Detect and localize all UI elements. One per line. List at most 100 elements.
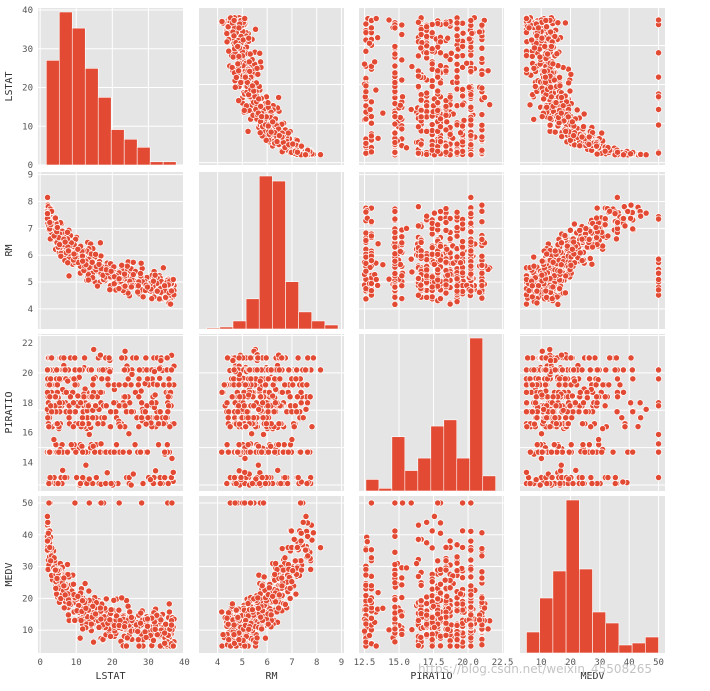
scatter-point xyxy=(67,441,75,449)
scatter-point xyxy=(224,414,232,422)
scatter-point xyxy=(241,381,249,389)
scatter-point xyxy=(523,300,530,308)
scatter-point xyxy=(557,461,565,469)
scatter-point xyxy=(161,474,169,481)
histogram-bar xyxy=(469,337,484,492)
scatter-point xyxy=(137,387,145,395)
scatter-point xyxy=(541,43,549,50)
scatter-point xyxy=(478,21,486,29)
scatter-point xyxy=(94,282,101,290)
scatter-point xyxy=(44,193,52,201)
scatter-point xyxy=(442,102,450,110)
scatter-point xyxy=(153,414,161,422)
scatter-point xyxy=(391,113,399,121)
scatter-point xyxy=(168,621,175,629)
scatter-point xyxy=(430,260,438,268)
scatter-point xyxy=(137,259,145,267)
scatter-point xyxy=(151,271,159,279)
scatter-point xyxy=(428,60,436,68)
scatter-point xyxy=(95,623,103,631)
scatter-point xyxy=(123,262,131,270)
scatter-point xyxy=(288,436,296,443)
scatter-point xyxy=(223,38,231,46)
scatter-point xyxy=(169,276,177,283)
scatter-point xyxy=(304,448,312,456)
scatter-point xyxy=(234,60,242,68)
scatter-point xyxy=(106,368,114,376)
scatter-point xyxy=(128,370,136,378)
panel-lstat-piratio xyxy=(38,334,183,491)
scatter-point xyxy=(257,102,265,110)
scatter-point xyxy=(262,136,270,144)
scatter-point xyxy=(367,148,375,156)
scatter-point xyxy=(243,408,251,416)
scatter-point xyxy=(467,219,475,227)
scatter-point xyxy=(78,442,86,450)
scatter-point xyxy=(611,480,619,487)
scatter-point xyxy=(567,70,575,78)
scatter-point xyxy=(551,247,559,255)
scatter-point xyxy=(44,210,51,218)
scatter-point xyxy=(442,20,450,28)
scatter-point xyxy=(578,133,586,141)
scatter-point xyxy=(142,633,150,641)
scatter-point xyxy=(552,420,560,428)
scatter-point xyxy=(264,408,272,416)
scatter-point xyxy=(554,19,562,27)
scatter-point xyxy=(531,44,538,52)
scatter-point xyxy=(444,271,452,279)
scatter-point xyxy=(655,73,662,81)
scatter-point xyxy=(549,283,557,291)
scatter-point xyxy=(374,281,382,289)
scatter-point xyxy=(107,480,115,487)
scatter-point xyxy=(73,474,81,481)
scatter-point xyxy=(276,375,284,383)
scatter-point xyxy=(523,65,530,73)
scatter-point xyxy=(168,366,175,374)
scatter-point xyxy=(362,253,370,261)
scatter-point xyxy=(121,366,128,374)
scatter-point xyxy=(74,392,82,400)
histogram-bar xyxy=(430,425,445,492)
scatter-point xyxy=(317,366,324,374)
scatter-point xyxy=(60,354,68,362)
scatter-point xyxy=(459,29,467,37)
scatter-point xyxy=(76,634,84,642)
scatter-point xyxy=(121,270,128,278)
scatter-point xyxy=(153,287,161,295)
scatter-point xyxy=(236,420,243,428)
scatter-point xyxy=(306,393,314,401)
scatter-point xyxy=(362,47,370,55)
scatter-point xyxy=(567,354,575,362)
scatter-point xyxy=(396,247,404,255)
scatter-point xyxy=(556,480,564,487)
scatter-point xyxy=(64,228,71,236)
scatter-point xyxy=(64,247,72,255)
scatter-point xyxy=(235,97,243,105)
scatter-point xyxy=(224,23,232,31)
scatter-point xyxy=(55,448,63,456)
scatter-point xyxy=(442,258,450,266)
scatter-point xyxy=(366,106,374,113)
scatter-point xyxy=(437,79,444,87)
scatter-point xyxy=(47,402,55,410)
scatter-point xyxy=(48,408,56,416)
scatter-point xyxy=(71,381,79,389)
scatter-point xyxy=(64,377,72,385)
scatter-point xyxy=(45,480,53,487)
scatter-point xyxy=(614,218,621,226)
scatter-point xyxy=(398,56,406,64)
scatter-point xyxy=(550,441,558,449)
scatter-point xyxy=(414,83,422,90)
scatter-point xyxy=(379,109,387,117)
scatter-point xyxy=(476,28,483,36)
scatter-point xyxy=(284,129,292,137)
scatter-point xyxy=(634,423,642,431)
scatter-point xyxy=(71,354,79,362)
scatter-point xyxy=(459,269,467,277)
scatter-point xyxy=(262,354,270,362)
scatter-point xyxy=(168,499,176,507)
scatter-point xyxy=(391,120,399,128)
scatter-point xyxy=(476,288,483,296)
scatter-point xyxy=(428,146,436,154)
